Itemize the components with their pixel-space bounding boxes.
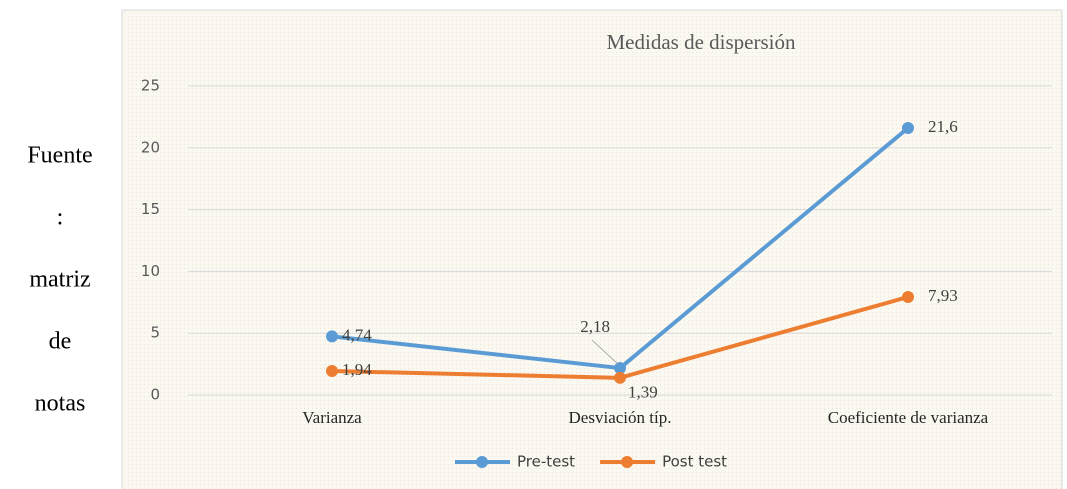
marker <box>902 122 914 135</box>
y-tick-label: 10 <box>141 262 160 280</box>
y-tick-label: 15 <box>141 200 160 218</box>
chart-title: Medidas de dispersión <box>607 30 796 54</box>
side-text: notas <box>35 391 86 417</box>
data-label: 1,94 <box>342 360 372 379</box>
x-tick-label: Coeficiente de varianza <box>828 408 989 427</box>
data-label: 1,39 <box>628 383 658 402</box>
legend-marker <box>476 456 488 468</box>
marker <box>614 371 626 384</box>
marker <box>326 330 338 343</box>
side-text: de <box>49 329 72 355</box>
data-label: 21,6 <box>928 117 958 136</box>
legend-marker <box>621 456 634 468</box>
y-tick-label: 20 <box>141 138 160 156</box>
data-label: 7,93 <box>928 286 958 305</box>
x-tick-label: Desviación típ. <box>569 408 672 427</box>
marker <box>326 365 338 378</box>
leader-line <box>591 339 619 365</box>
marker <box>614 362 626 375</box>
y-tick-label: 0 <box>150 386 160 404</box>
side-text: matriz <box>29 267 90 293</box>
data-label: 4,74 <box>342 325 372 344</box>
legend-label: Post test <box>662 453 727 471</box>
marker <box>902 290 914 303</box>
side-text: Fuente <box>27 143 92 169</box>
chart-frame <box>121 9 1063 489</box>
y-tick-label: 5 <box>150 324 160 342</box>
data-label: 2,18 <box>580 317 610 336</box>
legend-label: Pre-test <box>517 453 575 471</box>
x-tick-label: Varianza <box>302 408 362 427</box>
y-tick-label: 25 <box>141 77 160 95</box>
side-text: : <box>57 205 64 231</box>
